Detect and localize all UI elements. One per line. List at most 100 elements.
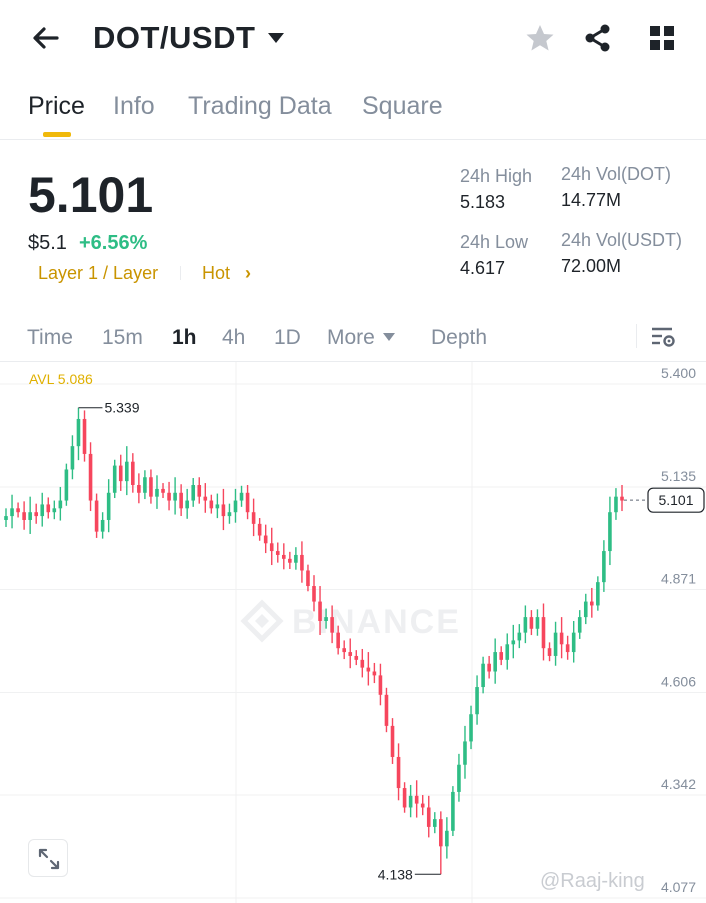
candle-body	[203, 496, 208, 501]
candle-body	[34, 512, 38, 517]
more-caret-icon[interactable]	[382, 332, 396, 342]
candle-body	[312, 586, 316, 602]
y-tick-label: 4.342	[661, 776, 696, 792]
back-arrow-icon[interactable]	[30, 22, 62, 54]
depth-button[interactable]: Depth	[431, 326, 488, 349]
candle-body	[517, 632, 522, 641]
candle-body	[553, 632, 558, 656]
candlestick-chart[interactable]: BINANCE AVL 5.086 5.400 5.135 4.871 4.606 4.…	[0, 362, 706, 903]
chart-grid	[0, 362, 706, 903]
candle-body	[420, 803, 425, 808]
candle-body	[263, 535, 268, 544]
candle-body	[275, 551, 280, 555]
stat-low-label: 24h Low	[460, 232, 529, 252]
candle-body	[596, 582, 600, 606]
candle-body	[523, 617, 528, 633]
candle-body	[402, 788, 407, 808]
stat-vol-dot-label: 24h Vol(DOT)	[561, 164, 672, 184]
candle-body	[439, 819, 443, 847]
candle-body	[118, 465, 123, 482]
app-header: DOT/USDT	[0, 0, 706, 78]
candle-body	[16, 508, 20, 513]
interval-15m[interactable]: 15m	[102, 326, 143, 349]
candle-body	[82, 418, 87, 454]
last-price: 5.101	[28, 167, 154, 223]
candle-body	[94, 500, 99, 532]
candle-body	[457, 764, 461, 792]
grid-icon[interactable]	[646, 22, 678, 54]
candle-body	[209, 500, 214, 509]
candle-body	[233, 500, 238, 513]
candle-body	[535, 617, 540, 629]
candle-body	[106, 492, 111, 520]
candle-body	[583, 601, 588, 618]
candle-body	[257, 523, 262, 536]
trading-pair-title[interactable]: DOT/USDT	[93, 20, 256, 55]
binance-watermark: BINANCE	[240, 599, 459, 643]
user-watermark: @Raaj-king	[540, 870, 645, 892]
candle-body	[348, 652, 353, 656]
tag-layer[interactable]: Layer 1 / Layer	[38, 263, 159, 283]
candle-body	[354, 655, 359, 660]
candle-body	[131, 461, 135, 486]
tab-trading-data[interactable]: Trading Data	[188, 92, 332, 120]
interval-more[interactable]: More	[327, 326, 375, 349]
expand-icon	[38, 848, 60, 870]
last-price-label: 5.101	[658, 492, 693, 508]
tab-square[interactable]: Square	[362, 92, 443, 120]
candle-body	[499, 652, 504, 660]
tab-price[interactable]: Price	[28, 92, 85, 120]
caret-down-icon[interactable]	[266, 28, 286, 48]
y-tick-label: 4.871	[661, 571, 696, 587]
chart-markers: 5.339 4.138 5.101	[78, 400, 705, 882]
expand-chart-button[interactable]	[28, 839, 68, 877]
interval-1d[interactable]: 1D	[274, 326, 301, 349]
tag-divider	[180, 266, 181, 280]
candle-body	[179, 492, 183, 509]
share-icon[interactable]	[582, 22, 614, 54]
candle-body	[294, 554, 298, 563]
candle-body	[137, 485, 141, 493]
candles-group	[4, 407, 624, 875]
candle-body	[372, 671, 377, 676]
candle-body	[58, 500, 63, 509]
candle-body	[432, 819, 437, 827]
stat-low-value: 4.617	[460, 258, 506, 278]
interval-1h[interactable]: 1h	[172, 326, 197, 349]
chevron-right-icon[interactable]: ›	[245, 263, 251, 283]
candle-body	[306, 570, 310, 587]
candle-body	[608, 512, 612, 552]
interval-time[interactable]: Time	[27, 326, 73, 349]
candle-body	[155, 488, 159, 497]
candle-body	[76, 418, 81, 447]
candle-body	[100, 519, 105, 532]
stat-vol-usdt-label: 24h Vol(USDT)	[561, 230, 683, 250]
candle-body	[493, 652, 497, 672]
price-change-percent: +6.56%	[79, 232, 148, 254]
candle-body	[40, 504, 45, 517]
toolbar-divider	[636, 324, 637, 348]
candle-body	[565, 644, 570, 653]
chart-settings-icon[interactable]	[650, 324, 676, 350]
candle-body	[46, 504, 51, 513]
star-icon[interactable]	[524, 22, 556, 54]
candle-body	[614, 496, 618, 513]
candle-body	[481, 663, 485, 688]
candle-body	[463, 741, 467, 765]
candle-body	[64, 469, 69, 501]
candle-body	[4, 516, 8, 520]
candle-body	[22, 512, 26, 520]
candle-body	[161, 488, 165, 493]
candle-body	[602, 551, 606, 583]
candle-body	[511, 640, 516, 645]
section-tabs: Price Info Trading Data Square	[0, 78, 706, 140]
tab-info[interactable]: Info	[113, 92, 155, 120]
candle-body	[390, 725, 395, 757]
interval-4h[interactable]: 4h	[222, 326, 246, 349]
candle-body	[426, 807, 431, 827]
candle-body	[245, 492, 250, 513]
candle-body	[451, 791, 455, 831]
candle-body	[577, 617, 582, 633]
tag-hot[interactable]: Hot	[202, 263, 231, 283]
candle-body	[143, 477, 147, 493]
